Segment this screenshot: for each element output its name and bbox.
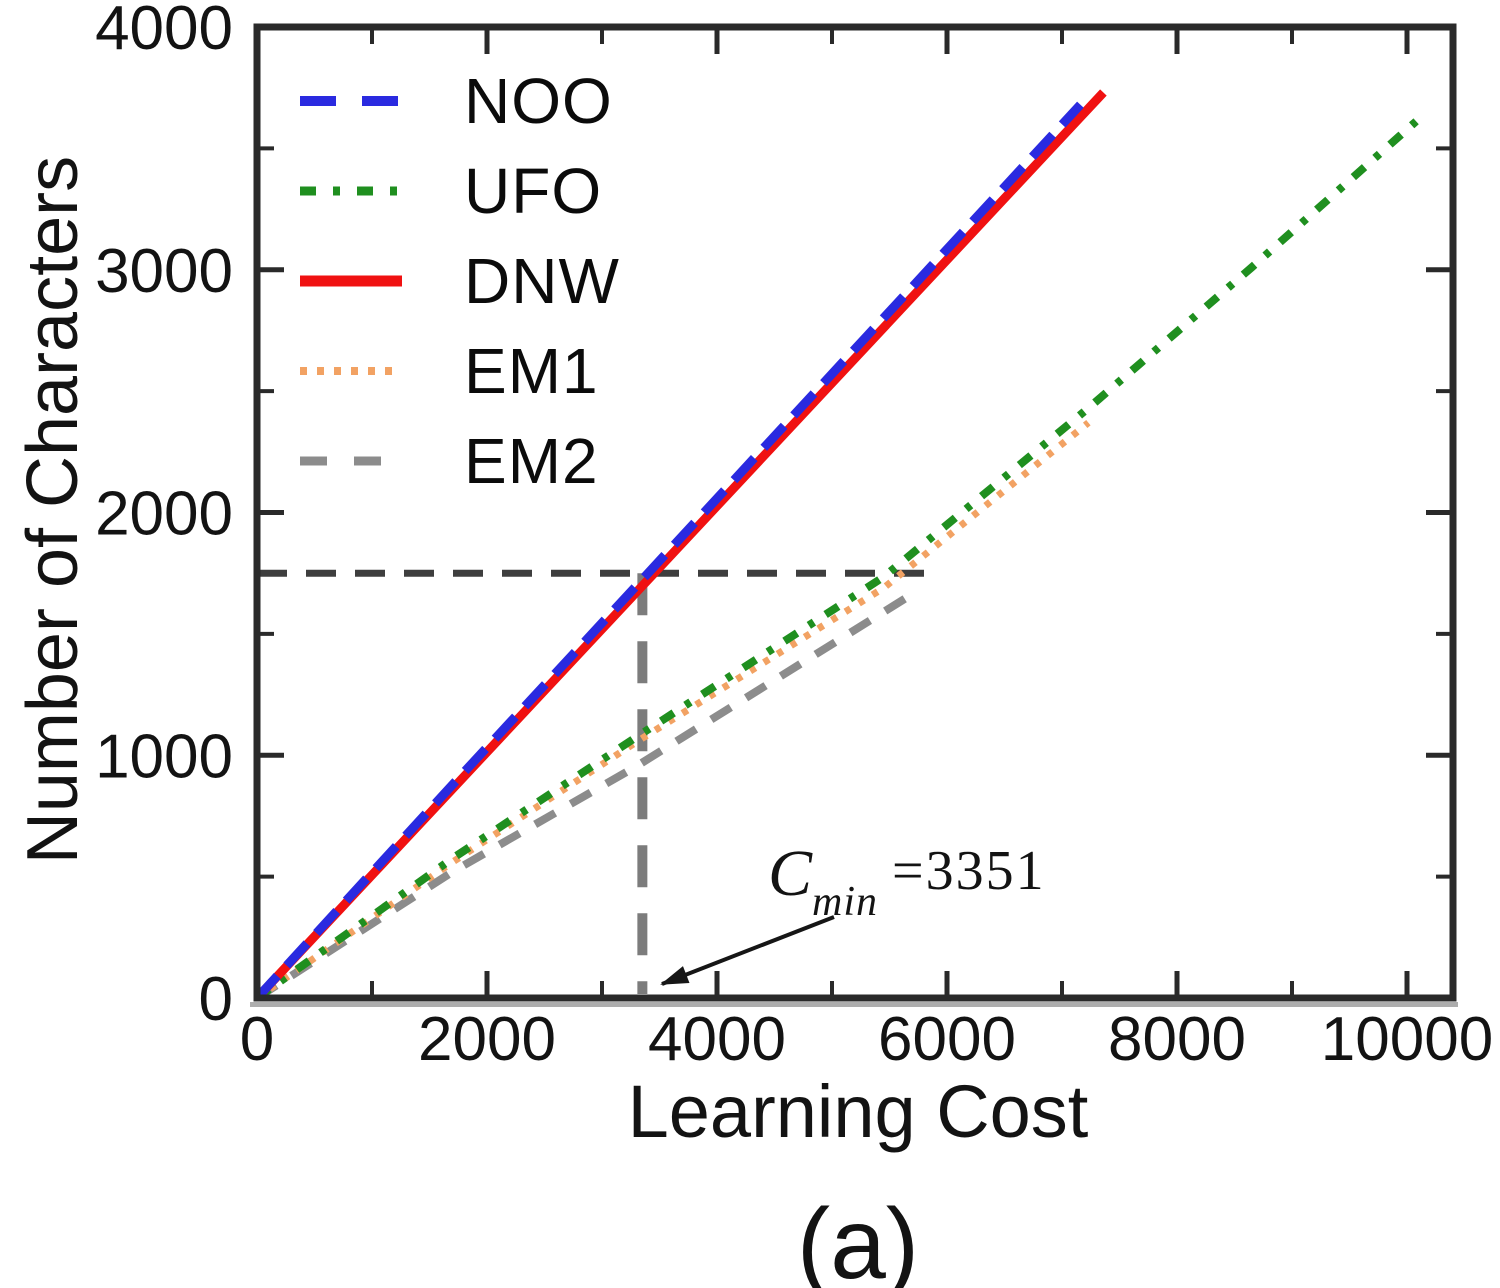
legend-line-sample (300, 456, 402, 466)
y-tick-label: 0 (199, 965, 233, 1034)
y-tick-label: 4000 (95, 0, 233, 63)
annotation-symbol: C (768, 837, 813, 910)
subfigure-caption: (a) (796, 1188, 920, 1288)
legend-line-sample (300, 275, 402, 287)
x-tick-label: 8000 (1108, 1005, 1246, 1074)
legend-item: NOO (296, 56, 620, 146)
series-line-em1 (255, 419, 1091, 1001)
legend-item: EM2 (296, 416, 620, 506)
legend-line-sample (300, 96, 402, 106)
legend-label: EM1 (464, 335, 599, 407)
series-line-noo (253, 101, 1084, 1002)
x-tick-label: 6000 (878, 1005, 1016, 1074)
legend-label: EM2 (464, 425, 599, 497)
legend-item: UFO (296, 146, 620, 236)
series-line-ufo (254, 116, 1422, 1002)
legend: NOO UFO DNW EM1 EM2 (296, 56, 620, 506)
cmin-annotation: Cmin =3351 (768, 836, 1046, 926)
y-tick-label: 2000 (95, 480, 233, 549)
annotation-arrow (660, 915, 835, 986)
legend-line-sample (300, 367, 402, 375)
legend-label: NOO (464, 65, 613, 137)
y-axis-title: Number of Characters (13, 155, 93, 865)
x-tick-label: 10000 (1321, 1005, 1493, 1074)
x-tick-label: 0 (240, 1005, 274, 1074)
legend-line-sample (300, 186, 402, 196)
y-tick-label: 1000 (95, 722, 233, 791)
legend-label: DNW (464, 245, 620, 317)
x-tick-label: 4000 (648, 1005, 786, 1074)
legend-item: DNW (296, 236, 620, 326)
y-tick-label: 3000 (95, 237, 233, 306)
x-tick-label: 2000 (418, 1005, 556, 1074)
series-line-em2 (254, 594, 909, 1002)
x-axis-title: Learning Cost (627, 1070, 1089, 1153)
legend-label: UFO (464, 155, 603, 227)
annotation-subscript: min (812, 879, 879, 925)
legend-item: EM1 (296, 326, 620, 416)
annotation-value: =3351 (892, 840, 1046, 902)
axes-frame (253, 23, 1457, 1002)
